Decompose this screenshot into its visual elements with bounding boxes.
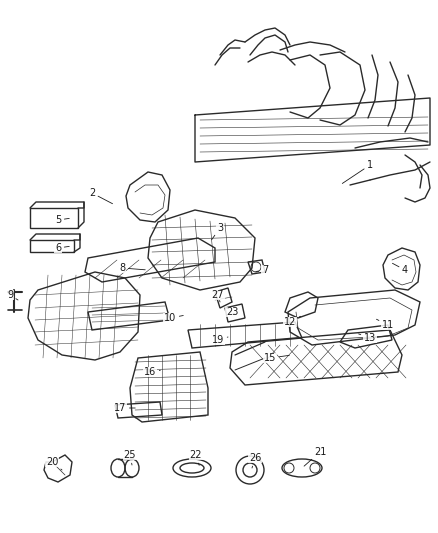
Text: 15: 15	[264, 353, 289, 363]
Text: 21: 21	[304, 447, 326, 466]
Text: 9: 9	[7, 290, 18, 300]
Text: 8: 8	[119, 263, 145, 273]
Text: 19: 19	[212, 335, 228, 345]
Text: 11: 11	[377, 319, 394, 330]
Text: 10: 10	[164, 313, 183, 323]
Text: 23: 23	[226, 307, 238, 317]
Text: 3: 3	[212, 223, 223, 240]
Text: 1: 1	[343, 160, 373, 183]
Text: 16: 16	[144, 367, 160, 377]
Text: 7: 7	[256, 265, 268, 275]
Text: 4: 4	[392, 263, 408, 275]
Text: 22: 22	[190, 450, 202, 465]
Text: 5: 5	[55, 215, 69, 225]
Text: 13: 13	[359, 333, 376, 343]
Text: 12: 12	[284, 316, 300, 327]
Text: 17: 17	[114, 403, 135, 413]
Text: 2: 2	[89, 188, 113, 204]
Text: 25: 25	[124, 450, 136, 465]
Text: 6: 6	[55, 243, 69, 253]
Text: 27: 27	[212, 290, 224, 302]
Text: 20: 20	[46, 457, 62, 470]
Text: 26: 26	[249, 453, 261, 468]
